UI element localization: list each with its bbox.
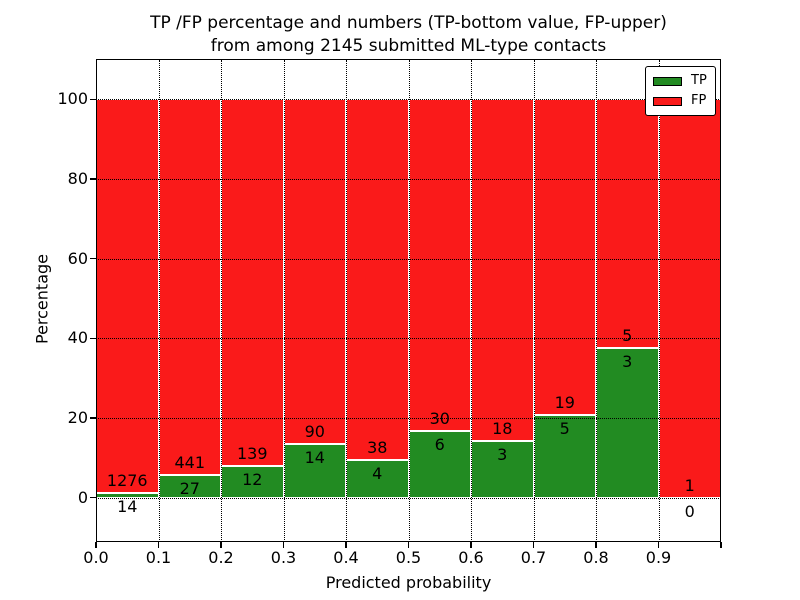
tp-count-label: 3 (622, 352, 633, 372)
fp-bar-segment (158, 99, 221, 475)
x-tick (657, 541, 660, 548)
legend: TP FP (645, 66, 716, 116)
fp-count-label: 38 (367, 437, 388, 457)
x-tick-label: 0.7 (520, 547, 547, 567)
legend-item-tp: TP (653, 74, 708, 88)
tp-bar-segment (283, 444, 346, 498)
tp-count-label: 0 (684, 501, 695, 521)
x-gridline (221, 59, 222, 542)
x-tick-label: 0.6 (458, 547, 484, 567)
x-tick-label: 0.8 (583, 547, 609, 567)
y-tick-label: 80 (67, 169, 88, 188)
x-tick-label: 0.1 (145, 547, 172, 567)
tp-count-label: 5 (559, 418, 570, 438)
fp-count-label: 5 (622, 326, 633, 346)
y-tick (89, 337, 96, 340)
tp-count-label: 14 (304, 448, 325, 468)
x-tick-label: 0.0 (83, 547, 109, 567)
tp-count-label: 4 (372, 463, 383, 483)
y-tick-label: 0 (77, 487, 88, 507)
legend-swatch-fp (653, 96, 682, 106)
chart-title: TP /FP percentage and numbers (TP-bottom… (96, 12, 721, 58)
y-tick-label: 40 (67, 328, 88, 348)
legend-swatch-tp (653, 76, 682, 86)
legend-label-fp: FP (691, 93, 707, 108)
x-gridline (346, 59, 347, 542)
tp-bar-segment (408, 431, 471, 498)
fp-count-label: 18 (492, 418, 513, 438)
chart-title-line1: TP /FP percentage and numbers (TP-bottom… (150, 13, 667, 33)
fp-bar-segment (283, 99, 346, 445)
y-tick-label: 60 (67, 248, 88, 268)
x-tick (470, 541, 472, 548)
fp-count-label: 139 (236, 444, 268, 463)
fp-bar-segment (596, 99, 659, 349)
fp-count-label: 1276 (106, 471, 148, 491)
x-gridline (471, 59, 472, 542)
x-tick (157, 541, 160, 548)
y-tick (89, 178, 96, 180)
x-tick-label: 0.4 (333, 547, 359, 567)
x-tick-label: 0.5 (395, 547, 422, 567)
y-tick-label: 100 (57, 89, 88, 109)
tp-bar-segment (533, 414, 596, 498)
y-tick (89, 257, 96, 260)
x-tick-label: 0.9 (645, 547, 672, 567)
x-tick (345, 541, 347, 548)
x-tick-label: 0.2 (208, 547, 234, 567)
x-tick (220, 541, 222, 548)
x-tick (720, 541, 722, 548)
fp-count-label: 90 (304, 422, 325, 442)
fp-count-label: 30 (429, 409, 450, 429)
x-tick (95, 541, 97, 548)
y-tick-label: 20 (67, 408, 88, 427)
x-gridline (158, 59, 160, 542)
tp-count-label: 27 (179, 478, 200, 498)
chart-title-line2: from among 2145 submitted ML-type contac… (210, 36, 607, 56)
tp-count-label: 3 (497, 444, 508, 464)
legend-label-tp: TP (691, 73, 707, 88)
x-gridline (658, 59, 660, 542)
fp-bar-segment (471, 99, 534, 441)
x-gridline (533, 59, 535, 542)
tp-count-label: 14 (117, 497, 138, 517)
x-gridline (408, 59, 410, 542)
fp-bar-segment (533, 99, 596, 415)
tp-bar-segment (596, 348, 659, 498)
x-gridline (596, 59, 597, 542)
fp-count-label: 19 (554, 392, 575, 412)
fp-count-label: 1 (684, 475, 695, 495)
fp-count-label: 441 (174, 452, 206, 472)
x-axis-label: Predicted probability (325, 573, 492, 592)
y-tick (89, 98, 96, 101)
y-tick (89, 417, 96, 419)
x-gridline (283, 59, 285, 542)
tp-bar-segment (471, 440, 534, 498)
x-tick (407, 541, 410, 548)
tp-count-label: 6 (434, 435, 445, 455)
x-tick (532, 541, 535, 548)
fp-bar-segment (221, 99, 284, 466)
fp-bar-segment (408, 99, 471, 432)
fp-bar-segment (658, 99, 721, 498)
x-tick (282, 541, 285, 548)
tp-count-label: 12 (242, 470, 263, 489)
fp-bar-segment (96, 99, 159, 494)
x-tick-label: 0.3 (270, 547, 297, 567)
fp-bar-segment (346, 99, 409, 460)
tp-bar-segment (221, 466, 284, 498)
legend-item-fp: FP (653, 94, 708, 108)
x-tick (595, 541, 597, 548)
y-tick (89, 496, 96, 499)
